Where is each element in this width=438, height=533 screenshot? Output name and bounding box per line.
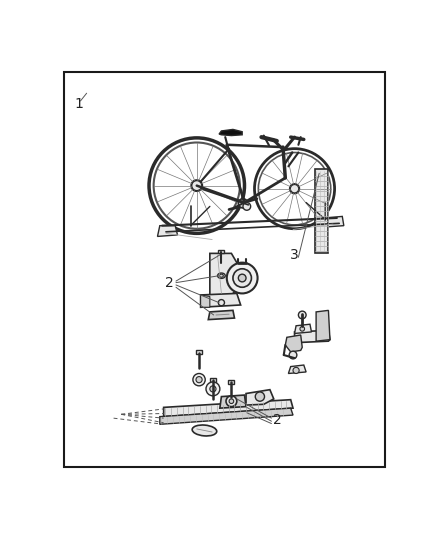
Circle shape	[255, 392, 265, 401]
Circle shape	[243, 203, 251, 210]
Polygon shape	[201, 295, 210, 308]
Text: 1: 1	[74, 97, 83, 111]
Bar	[218, 249, 224, 253]
Bar	[228, 381, 234, 384]
Polygon shape	[316, 310, 330, 341]
Circle shape	[289, 351, 297, 359]
Bar	[196, 350, 202, 354]
Ellipse shape	[219, 274, 223, 277]
Polygon shape	[294, 324, 311, 334]
Circle shape	[233, 269, 251, 287]
Circle shape	[226, 396, 237, 407]
Polygon shape	[158, 225, 177, 237]
Circle shape	[293, 367, 299, 374]
Ellipse shape	[192, 425, 217, 436]
Polygon shape	[208, 310, 234, 320]
Circle shape	[290, 184, 299, 193]
Polygon shape	[246, 390, 274, 405]
Text: 2: 2	[166, 277, 174, 290]
Polygon shape	[160, 408, 293, 424]
Circle shape	[206, 382, 220, 396]
Circle shape	[191, 180, 202, 191]
Circle shape	[196, 377, 202, 383]
Polygon shape	[288, 365, 306, 374]
Circle shape	[210, 386, 216, 392]
Polygon shape	[220, 395, 246, 408]
Circle shape	[300, 327, 304, 331]
Circle shape	[218, 300, 225, 306]
Polygon shape	[322, 216, 344, 227]
Bar	[210, 378, 216, 382]
Polygon shape	[201, 294, 240, 308]
Polygon shape	[294, 330, 330, 343]
Circle shape	[229, 399, 234, 403]
Circle shape	[238, 274, 246, 282]
Circle shape	[227, 263, 258, 294]
Ellipse shape	[218, 273, 225, 278]
Circle shape	[193, 374, 205, 386]
Text: 3: 3	[290, 248, 299, 262]
Polygon shape	[285, 335, 302, 352]
Circle shape	[298, 311, 306, 319]
Polygon shape	[164, 400, 293, 417]
Bar	[314, 169, 328, 253]
Polygon shape	[210, 253, 237, 296]
Circle shape	[238, 199, 247, 208]
Polygon shape	[219, 130, 242, 135]
Text: 2: 2	[273, 413, 282, 427]
